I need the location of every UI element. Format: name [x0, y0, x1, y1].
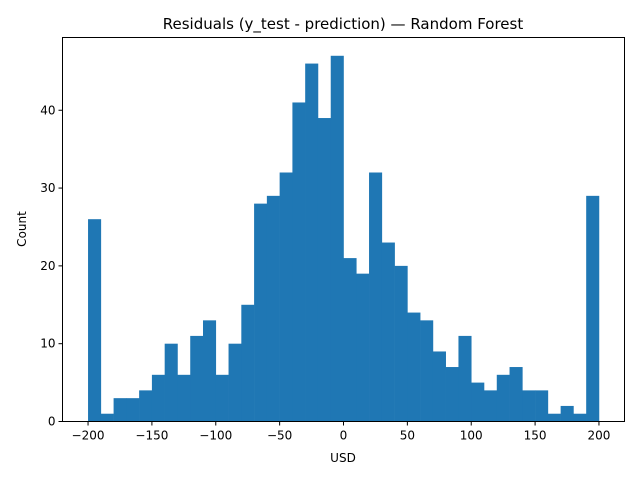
- y-tick-label: 0: [48, 415, 56, 429]
- histogram-bar: [522, 390, 536, 422]
- histogram-bar: [203, 320, 217, 422]
- histogram-bar: [458, 335, 472, 422]
- histogram-bar: [113, 398, 127, 422]
- x-tick-label: 200: [588, 429, 611, 443]
- histogram-bar: [126, 398, 140, 422]
- x-tick-label: 150: [524, 429, 547, 443]
- histogram-bar: [407, 312, 421, 422]
- histogram-bar: [420, 320, 434, 422]
- histogram-bar: [190, 335, 204, 422]
- histogram-bar: [241, 304, 255, 422]
- histogram-bar: [88, 219, 102, 422]
- x-tick-label: 0: [340, 429, 348, 443]
- histogram-bar: [509, 367, 523, 422]
- histogram-bar: [547, 413, 561, 422]
- histogram-bar: [279, 172, 293, 422]
- histogram-bar: [356, 273, 370, 422]
- x-axis-ticks: −200 −150 −100 −50 0 50 100 150 200: [72, 421, 611, 443]
- histogram-bar: [215, 374, 229, 422]
- plot-frame: [62, 37, 625, 422]
- histogram-bar: [496, 374, 510, 422]
- histogram-bar: [343, 258, 357, 422]
- histogram-bar: [535, 390, 549, 422]
- histogram-bar: [369, 172, 383, 422]
- histogram-bar: [151, 374, 165, 422]
- histogram-bar: [381, 242, 395, 422]
- y-axis-label: Count: [15, 211, 29, 247]
- x-tick-label: −150: [135, 429, 168, 443]
- y-tick-label: 30: [40, 181, 55, 195]
- histogram-bar: [254, 203, 268, 422]
- histogram-bar: [305, 63, 319, 422]
- histogram-bar: [228, 343, 242, 422]
- histogram-bar: [100, 413, 114, 422]
- histogram-bar: [484, 390, 498, 422]
- histogram-bar: [177, 374, 191, 422]
- histogram-bar: [586, 195, 600, 422]
- histogram-bar: [445, 367, 459, 422]
- chart-title: Residuals (y_test - prediction) — Random…: [163, 15, 524, 34]
- histogram-bar: [317, 118, 332, 422]
- histogram-bar: [471, 382, 485, 422]
- histogram-bar: [164, 343, 178, 422]
- x-tick-label: −50: [267, 429, 292, 443]
- x-axis-label: USD: [330, 451, 356, 465]
- histogram-bar: [394, 265, 408, 422]
- histogram-bar: [330, 55, 344, 422]
- histogram-bar: [292, 102, 306, 422]
- x-tick-label: 100: [460, 429, 483, 443]
- histogram-bar: [266, 195, 280, 422]
- histogram-bar: [432, 351, 446, 422]
- y-tick-label: 20: [40, 259, 55, 273]
- x-tick-label: 50: [400, 429, 415, 443]
- y-tick-label: 10: [40, 337, 55, 351]
- x-tick-label: −100: [199, 429, 232, 443]
- y-tick-label: 40: [40, 103, 55, 117]
- histogram-bar: [139, 390, 153, 422]
- histogram-bars: [88, 55, 600, 422]
- histogram-bar: [560, 405, 574, 422]
- histogram-bar: [573, 413, 587, 422]
- y-axis-ticks: 0 10 20 30 40: [40, 103, 63, 429]
- x-tick-label: −200: [72, 429, 105, 443]
